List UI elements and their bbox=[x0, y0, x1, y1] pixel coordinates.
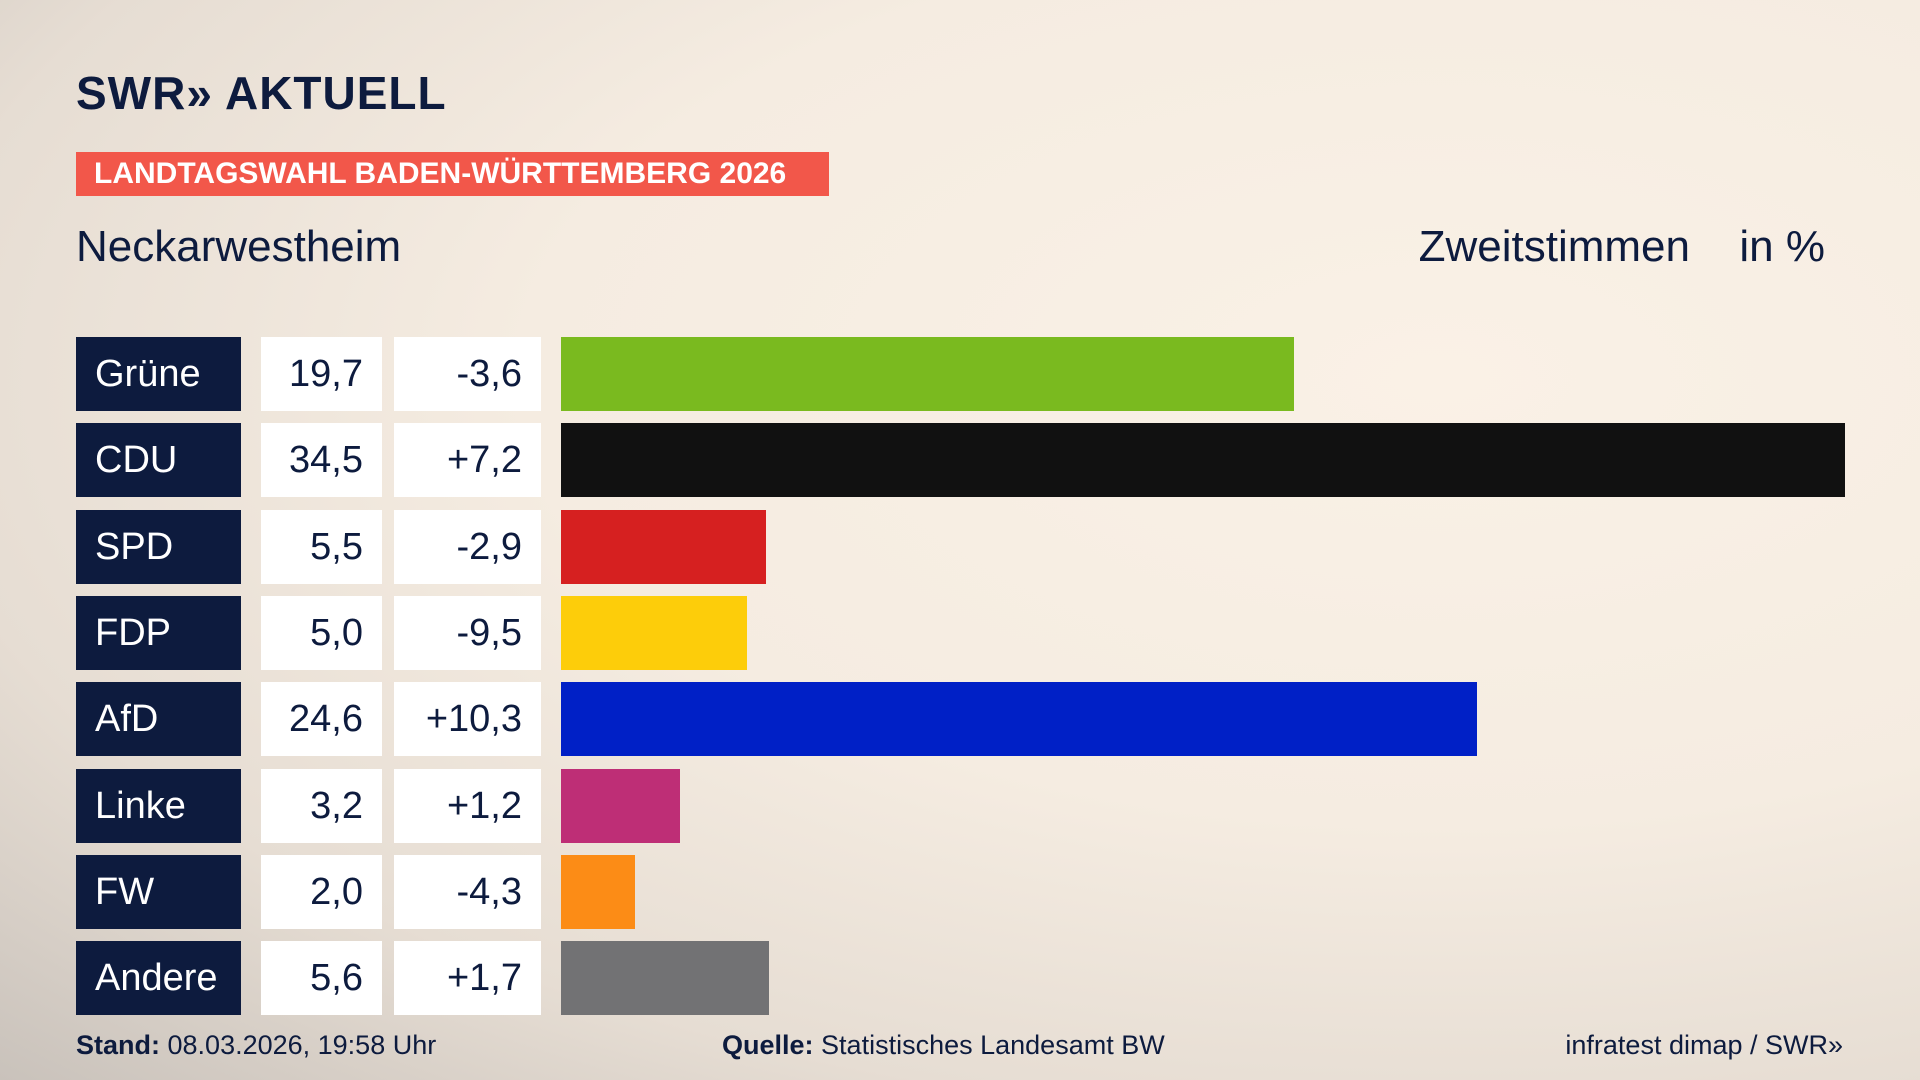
bar bbox=[561, 595, 748, 670]
credit: infratest dimap / SWR» bbox=[1565, 1030, 1843, 1060]
election-tag: LANDTAGSWAHL BADEN-WÜRTTEMBERG 2026 bbox=[76, 152, 829, 196]
party-name: Linke bbox=[76, 768, 241, 843]
change-label: +7,2 bbox=[394, 423, 541, 498]
party-name: Grüne bbox=[76, 337, 241, 411]
bar bbox=[561, 854, 636, 929]
party-name: AfD bbox=[76, 682, 241, 757]
stand-label: Stand: bbox=[76, 1030, 160, 1060]
value-label: 3,2 bbox=[261, 768, 382, 843]
source-label: Quelle: bbox=[722, 1030, 814, 1060]
bar bbox=[561, 768, 681, 843]
source-value: Statistisches Landesamt BW bbox=[821, 1030, 1165, 1060]
bar bbox=[561, 423, 1845, 498]
party-name: FW bbox=[76, 854, 241, 929]
stand: Stand: 08.03.2026, 19:58 Uhr bbox=[76, 1030, 436, 1061]
party-name: CDU bbox=[76, 423, 241, 498]
bar bbox=[561, 337, 1295, 411]
change-label: -3,6 bbox=[394, 337, 541, 411]
value-label: 24,6 bbox=[261, 682, 382, 757]
bar bbox=[561, 941, 770, 1016]
brand-logo: SWR» AKTUELL bbox=[76, 67, 447, 119]
value-label: 34,5 bbox=[261, 423, 382, 498]
party-name: SPD bbox=[76, 509, 241, 584]
footer: Stand: 08.03.2026, 19:58 Uhr Quelle: Sta… bbox=[76, 1030, 1843, 1066]
party-name: FDP bbox=[76, 595, 241, 670]
change-label: +1,2 bbox=[394, 768, 541, 843]
change-label: -4,3 bbox=[394, 854, 541, 929]
stand-value: 08.03.2026, 19:58 Uhr bbox=[167, 1030, 437, 1060]
value-label: 5,0 bbox=[261, 595, 382, 670]
value-label: 19,7 bbox=[261, 337, 382, 411]
bar bbox=[561, 509, 766, 584]
source: Quelle: Statistisches Landesamt BW bbox=[722, 1030, 1165, 1061]
value-label: 2,0 bbox=[261, 854, 382, 929]
change-label: -9,5 bbox=[394, 595, 541, 670]
change-label: +1,7 bbox=[394, 941, 541, 1016]
place-name: Neckarwestheim bbox=[76, 222, 402, 271]
change-label: -2,9 bbox=[394, 509, 541, 584]
party-name: Andere bbox=[76, 941, 241, 1016]
change-label: +10,3 bbox=[394, 682, 541, 757]
bar bbox=[561, 682, 1477, 757]
unit-label: in % bbox=[1739, 222, 1825, 271]
value-label: 5,6 bbox=[261, 941, 382, 1016]
value-label: 5,5 bbox=[261, 509, 382, 584]
measure-label: Zweitstimmen bbox=[1418, 222, 1690, 271]
